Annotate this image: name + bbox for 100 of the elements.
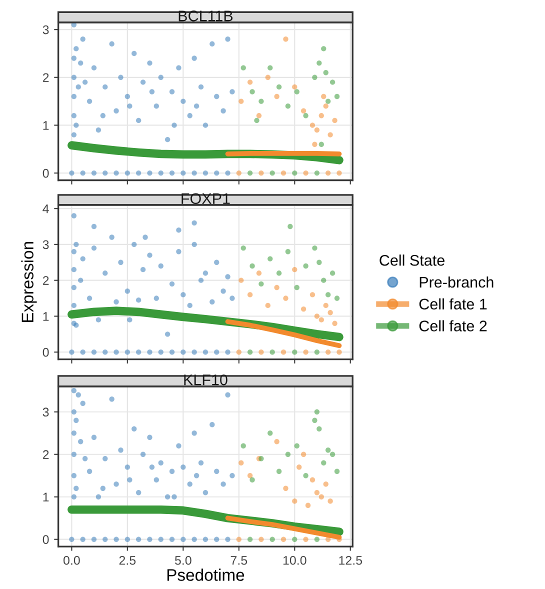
point bbox=[214, 350, 220, 355]
point bbox=[225, 536, 230, 542]
point bbox=[268, 65, 273, 70]
point bbox=[280, 170, 286, 176]
point bbox=[78, 439, 84, 444]
point bbox=[136, 490, 142, 496]
point bbox=[86, 296, 92, 301]
point bbox=[336, 170, 342, 176]
point bbox=[256, 270, 262, 276]
point bbox=[86, 98, 92, 104]
point bbox=[91, 245, 97, 251]
point bbox=[140, 266, 146, 272]
point bbox=[276, 84, 282, 90]
point bbox=[323, 103, 328, 109]
point bbox=[321, 460, 326, 466]
point bbox=[149, 89, 155, 94]
point bbox=[321, 46, 326, 52]
point bbox=[323, 70, 328, 76]
point bbox=[198, 460, 204, 466]
y-tick-label: 3 bbox=[42, 240, 49, 250]
point bbox=[312, 418, 318, 423]
point bbox=[250, 263, 255, 269]
point bbox=[136, 170, 142, 176]
point bbox=[276, 468, 282, 474]
point bbox=[147, 252, 152, 258]
point bbox=[310, 122, 316, 128]
point bbox=[102, 456, 108, 462]
point bbox=[314, 536, 320, 542]
x-tick-label: 7.5 bbox=[230, 556, 248, 565]
point bbox=[180, 98, 186, 104]
point bbox=[314, 314, 320, 319]
point bbox=[124, 170, 130, 176]
point bbox=[214, 536, 220, 542]
point bbox=[169, 89, 175, 94]
point bbox=[71, 74, 77, 80]
y-tick-label: 3 bbox=[42, 25, 49, 34]
point bbox=[91, 65, 97, 70]
point bbox=[270, 536, 275, 542]
point bbox=[169, 170, 175, 176]
point bbox=[254, 118, 260, 124]
point bbox=[292, 266, 298, 272]
point bbox=[140, 80, 146, 85]
point bbox=[312, 74, 318, 80]
point bbox=[330, 80, 336, 85]
point bbox=[288, 224, 293, 230]
point bbox=[240, 245, 246, 251]
point bbox=[192, 350, 197, 355]
point bbox=[180, 464, 186, 470]
point bbox=[265, 74, 270, 80]
point bbox=[180, 292, 186, 298]
point bbox=[142, 234, 148, 240]
point bbox=[147, 170, 152, 176]
point bbox=[192, 170, 197, 176]
point bbox=[100, 486, 106, 491]
point bbox=[294, 284, 300, 290]
point bbox=[318, 494, 324, 500]
point bbox=[247, 536, 253, 542]
point bbox=[292, 350, 298, 355]
point bbox=[147, 60, 152, 66]
point bbox=[230, 296, 235, 301]
point bbox=[80, 350, 86, 355]
point bbox=[312, 142, 318, 147]
point bbox=[69, 350, 74, 355]
point bbox=[71, 409, 77, 414]
point bbox=[220, 288, 226, 294]
point bbox=[247, 292, 253, 298]
point bbox=[169, 468, 175, 474]
point bbox=[192, 536, 197, 542]
x-tick-label: 5.0 bbox=[174, 556, 192, 565]
point bbox=[285, 249, 291, 254]
point bbox=[268, 256, 273, 262]
point bbox=[214, 94, 220, 100]
x-axis-title: Psedotime bbox=[167, 568, 244, 581]
point bbox=[71, 284, 77, 290]
point bbox=[225, 36, 230, 42]
point bbox=[225, 350, 230, 355]
point bbox=[210, 422, 215, 428]
point bbox=[118, 448, 124, 453]
point bbox=[164, 494, 170, 500]
point bbox=[236, 536, 242, 542]
point bbox=[78, 60, 84, 66]
point bbox=[258, 536, 264, 542]
y-tick-label: 2 bbox=[42, 73, 49, 82]
point bbox=[334, 468, 340, 474]
point bbox=[236, 170, 242, 176]
x-tick-label: 0.0 bbox=[63, 556, 80, 565]
point bbox=[323, 302, 328, 308]
point bbox=[147, 536, 152, 542]
point bbox=[334, 94, 340, 100]
y-tick-label: 2 bbox=[42, 276, 49, 285]
point bbox=[80, 536, 86, 542]
point bbox=[132, 426, 137, 432]
point bbox=[154, 296, 160, 301]
point bbox=[86, 468, 92, 474]
point bbox=[192, 56, 197, 61]
point bbox=[332, 320, 338, 326]
point bbox=[96, 127, 102, 133]
point bbox=[136, 118, 142, 124]
legend-label: Cell fate 2 bbox=[419, 320, 487, 332]
point bbox=[202, 170, 208, 176]
